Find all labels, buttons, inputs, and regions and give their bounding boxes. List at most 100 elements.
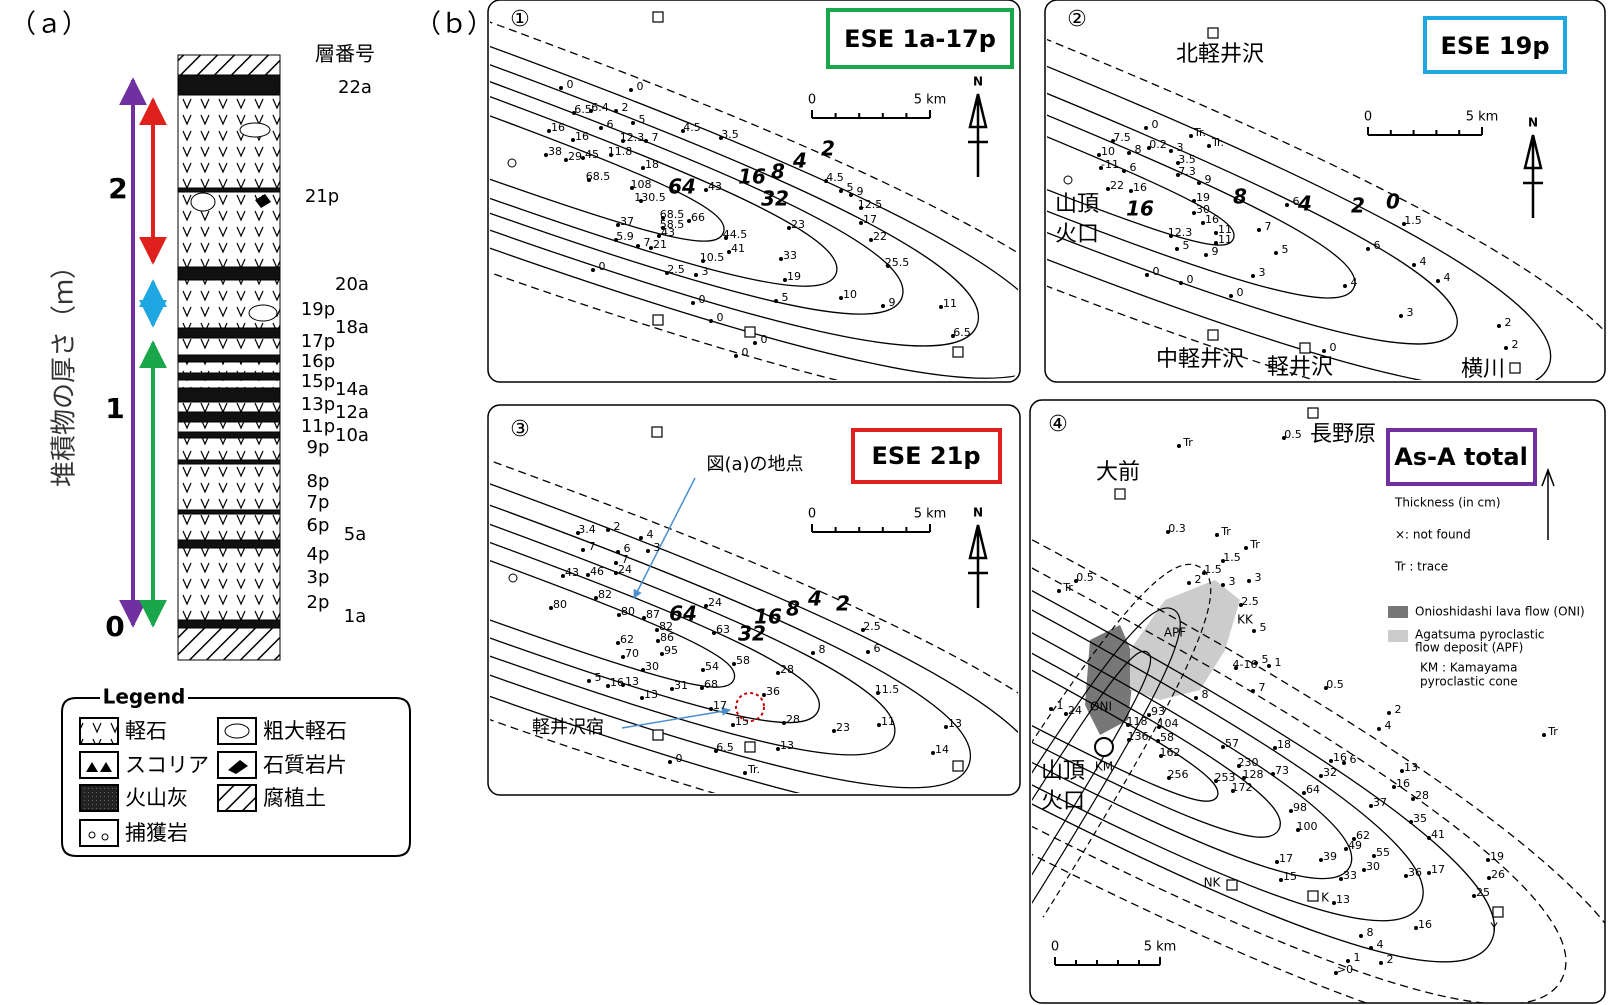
- label: 14: [935, 743, 949, 756]
- map: [490, 461, 1018, 793]
- sample-point: [1201, 221, 1205, 225]
- label: 93: [1151, 705, 1165, 718]
- label: ②: [1067, 7, 1087, 32]
- label: 2: [108, 172, 127, 205]
- label: ESE 19p: [1440, 32, 1549, 60]
- sample-point: [1414, 926, 1418, 930]
- label: 82: [598, 588, 612, 601]
- legend-swatch: [1388, 630, 1408, 642]
- label: 10: [843, 288, 857, 301]
- label: 8: [819, 643, 826, 656]
- label: 9: [857, 185, 864, 198]
- label: 19: [1196, 191, 1210, 204]
- sample-point: [1176, 173, 1180, 177]
- sample-point: [1344, 847, 1348, 851]
- sample-point: [668, 760, 672, 764]
- sample-point: [614, 238, 618, 242]
- label: 3: [1407, 306, 1414, 319]
- layer: [177, 361, 281, 374]
- label: 2.5: [863, 620, 881, 633]
- label: 98: [1293, 801, 1307, 814]
- sample-point: [776, 747, 780, 751]
- scale-bar: [811, 110, 931, 119]
- sample-point: [614, 109, 618, 113]
- label: 12a: [335, 402, 369, 423]
- sample-point: [1332, 901, 1336, 905]
- label: 北軽井沢: [1176, 42, 1264, 67]
- label: 16: [738, 165, 766, 189]
- label: APF: [1164, 626, 1186, 640]
- sample-point: [1359, 934, 1363, 938]
- sample-point: [1159, 754, 1163, 758]
- label: 捕獲岩: [125, 821, 188, 845]
- label: 0: [761, 333, 768, 346]
- sample-point: [606, 684, 610, 688]
- label: 9: [1205, 173, 1212, 186]
- sample-point: [576, 531, 580, 535]
- layer: [177, 279, 281, 329]
- label: 大前: [1096, 460, 1140, 485]
- sample-point: [1324, 686, 1328, 690]
- label: 44.5: [723, 228, 748, 241]
- label: 12.3: [620, 131, 645, 144]
- pyroclastic-flow: [1130, 580, 1240, 700]
- sample-point: [670, 687, 674, 691]
- sample-point: [1192, 211, 1196, 215]
- contour: [1032, 615, 1281, 838]
- label: 10a: [335, 425, 369, 446]
- layer: [177, 74, 281, 96]
- sample-point: [1257, 228, 1261, 232]
- label: 64: [668, 175, 696, 199]
- label: 2: [622, 101, 629, 114]
- sample-point: [849, 193, 853, 197]
- label: 2: [1351, 194, 1365, 218]
- label: 130.5: [634, 191, 666, 204]
- label: 14a: [335, 379, 369, 400]
- label: 11p: [301, 416, 335, 437]
- layer: [177, 539, 281, 549]
- label: Tr: [1547, 725, 1558, 738]
- town-marker: [744, 741, 756, 753]
- sample-point: [839, 296, 843, 300]
- label: 5: [782, 291, 789, 304]
- label: 2.5: [1241, 595, 1259, 608]
- label: 80: [553, 598, 567, 611]
- label: 43: [565, 566, 579, 579]
- sample-point: [1254, 661, 1258, 665]
- label: 24: [1068, 704, 1082, 717]
- sample-point: [589, 109, 593, 113]
- label: 19: [1490, 850, 1504, 863]
- sample-point: [1322, 349, 1326, 353]
- label: 横川: [1461, 357, 1505, 382]
- sample-point: [1197, 181, 1201, 185]
- sample-point: [641, 668, 645, 672]
- label: 11.5: [875, 683, 900, 696]
- label: 0: [1153, 265, 1160, 278]
- sample-point: [1411, 797, 1415, 801]
- label: KK: [1237, 613, 1254, 627]
- label: 33: [783, 249, 797, 262]
- label: 0: [637, 80, 644, 93]
- label: 30: [1366, 860, 1380, 873]
- sample-point: [616, 550, 620, 554]
- label: 8: [786, 597, 800, 621]
- sample-point: [1231, 789, 1235, 793]
- sample-point: [1486, 858, 1490, 862]
- label: Tr: [1249, 538, 1260, 551]
- sample-point: [783, 278, 787, 282]
- sample-point: [1166, 530, 1170, 534]
- label: 6: [874, 642, 881, 655]
- label: 6.5: [716, 741, 734, 754]
- sample-point: [616, 223, 620, 227]
- label: Legend: [103, 685, 186, 709]
- label: 7: [644, 236, 651, 249]
- label: 57: [1225, 737, 1239, 750]
- label: 25.5: [885, 256, 910, 269]
- sample-point: [839, 189, 843, 193]
- label: 23: [836, 721, 850, 734]
- sample-point: [787, 226, 791, 230]
- label: 24: [618, 563, 632, 576]
- label: 0: [1386, 190, 1400, 214]
- label: 3.5: [721, 128, 739, 141]
- label: 64: [1306, 783, 1320, 796]
